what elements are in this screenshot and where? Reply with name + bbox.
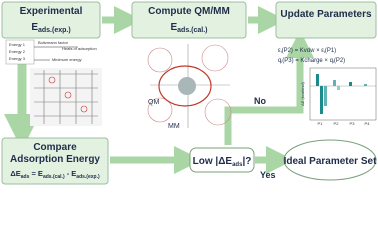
equation: εi(P2) = Kvdw × εi(P1) bbox=[278, 48, 336, 54]
energy-label: Energy 2 bbox=[9, 49, 26, 54]
equation: qi(P3) = Kcharge × qi(P2) bbox=[278, 58, 345, 64]
framework-image bbox=[30, 68, 102, 126]
axis-label: ΔE (kcal/mol) bbox=[300, 81, 305, 105]
ideal-ellipse bbox=[283, 139, 377, 181]
experimental-box bbox=[1, 1, 101, 39]
compare-box bbox=[1, 137, 109, 185]
x-tick-label: P1 bbox=[318, 121, 324, 126]
x-tick-label: P2 bbox=[334, 121, 340, 126]
update-title: Update Parameters bbox=[280, 9, 372, 20]
molecule bbox=[178, 77, 196, 95]
bar-shape bbox=[337, 86, 340, 90]
compare-title: Adsorption Energy bbox=[10, 154, 100, 165]
qm-region bbox=[158, 65, 212, 107]
bar-shape bbox=[349, 82, 352, 86]
compute-energy: Eads.(cal.) bbox=[170, 22, 207, 34]
update-box bbox=[275, 1, 377, 39]
decision-box bbox=[189, 147, 255, 173]
mini-chart: ΔE (kcal/mol) P1 P2 P3 P4 bbox=[300, 67, 377, 126]
bar-shape bbox=[324, 86, 327, 106]
yes-label: Yes bbox=[260, 170, 276, 180]
energy-box bbox=[5, 39, 35, 65]
x-tick-label: P3 bbox=[350, 121, 356, 126]
minimum-label: Minimum energy bbox=[52, 57, 82, 62]
no-label: No bbox=[254, 96, 266, 106]
experimental-energy: Eads.(exp.) bbox=[31, 22, 70, 34]
experimental-title: Experimental bbox=[20, 6, 83, 17]
boltzmann-label: Boltzmann factor bbox=[38, 40, 69, 45]
mm-label: MM bbox=[168, 123, 180, 130]
decision-label: Low |ΔEads|? bbox=[193, 156, 252, 168]
ideal-label: Ideal Parameter Set bbox=[284, 156, 377, 167]
compute-box bbox=[131, 1, 247, 39]
compare-formula: ΔEads = Eads.(cal.) - Eads.(exp.) bbox=[10, 169, 100, 180]
bar-shape bbox=[333, 80, 336, 86]
bar-shape bbox=[316, 74, 319, 86]
compare-title: Compare bbox=[33, 142, 77, 153]
energy-label: Energy 1 bbox=[9, 42, 26, 47]
arrow bbox=[224, 30, 314, 145]
energy-label: Energy 3 bbox=[9, 56, 26, 61]
heats-label: Heats of adsorption bbox=[62, 46, 97, 51]
x-tick-label: P4 bbox=[365, 121, 371, 126]
bar-shape bbox=[364, 84, 367, 86]
bar-shape bbox=[320, 86, 323, 114]
energy-list: Energy 1 Energy 2 Energy 3 Boltzmann fac… bbox=[5, 39, 97, 65]
qm-label: QM bbox=[148, 99, 159, 106]
diagram: Experimental Eads.(exp.) Energy 1 Energy… bbox=[1, 1, 377, 185]
compute-title: Compute QM/MM bbox=[148, 6, 230, 17]
chart-frame bbox=[309, 67, 377, 121]
